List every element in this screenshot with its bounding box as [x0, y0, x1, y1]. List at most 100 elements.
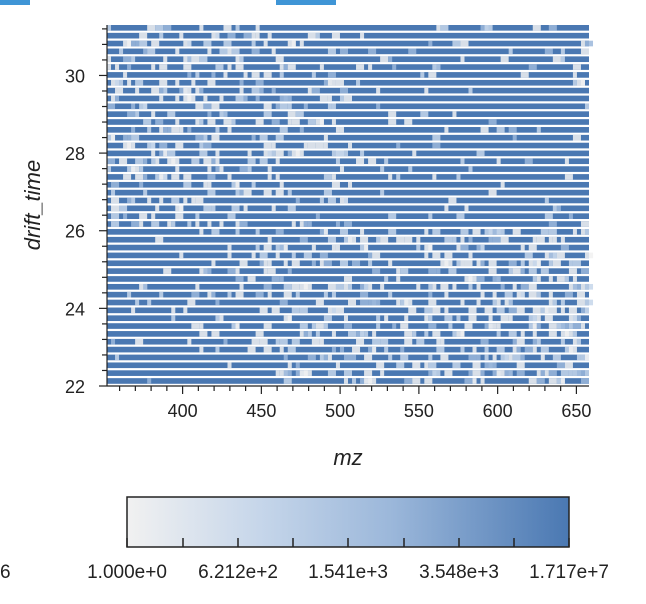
heatmap-cell — [256, 119, 264, 125]
heatmap-row — [107, 268, 589, 274]
heatmap-cell — [372, 339, 380, 345]
heatmap-cell — [248, 158, 256, 164]
heatmap-cell — [517, 347, 521, 353]
heatmap-cell — [529, 64, 537, 70]
heatmap-cell — [585, 229, 589, 235]
heatmap-cell — [215, 347, 219, 353]
heatmap-cell — [493, 292, 497, 298]
heatmap-cell — [316, 33, 320, 39]
heatmap-cell — [228, 213, 236, 219]
heatmap-row — [107, 103, 589, 109]
heatmap-cell — [416, 339, 424, 345]
heatmap-cell — [199, 323, 203, 329]
heatmap-cell — [541, 355, 545, 361]
heatmap-cell — [207, 182, 211, 188]
heatmap-row — [107, 276, 589, 282]
heatmap-cell — [408, 166, 412, 172]
heatmap-cell — [448, 323, 452, 329]
heatmap-cell — [195, 119, 199, 125]
heatmap-cell — [107, 166, 111, 172]
heatmap-cell — [352, 260, 360, 266]
heatmap-cell — [348, 284, 352, 290]
heatmap-cell — [444, 237, 452, 243]
heatmap-cell — [135, 111, 139, 117]
heatmap-cell — [127, 198, 131, 204]
heatmap-cell — [328, 96, 332, 102]
heatmap-cell — [272, 308, 280, 314]
heatmap-cell — [195, 198, 203, 204]
heatmap-cell — [585, 41, 593, 47]
heatmap-cell — [252, 88, 260, 94]
heatmap-cell — [400, 355, 408, 361]
heatmap-cell — [268, 174, 272, 180]
colorbar-tick-label: 1.000e+0 — [87, 562, 167, 584]
heatmap-cell — [151, 221, 159, 227]
heatmap-cell — [300, 41, 304, 47]
heatmap-cell — [256, 229, 260, 235]
heatmap-cell — [533, 276, 537, 282]
heatmap-cell — [163, 268, 171, 274]
heatmap-cell — [408, 49, 416, 55]
heatmap-cell — [147, 378, 151, 384]
heatmap-cell — [207, 292, 211, 298]
heatmap-cell — [207, 221, 211, 227]
heatmap-cell — [529, 292, 537, 298]
heatmap-cell — [344, 315, 348, 321]
heatmap-cell — [368, 253, 372, 259]
heatmap-row — [107, 245, 589, 251]
x-tick-label: 450 — [246, 401, 276, 421]
heatmap-cell — [135, 41, 139, 47]
heatmap-cell — [203, 206, 211, 212]
heatmap-cell — [424, 331, 428, 337]
heatmap-cell — [284, 245, 288, 251]
heatmap-cell — [444, 308, 448, 314]
heatmap-cell — [183, 308, 187, 314]
heatmap-cell — [388, 119, 396, 125]
heatmap-cell — [352, 355, 356, 361]
heatmap-row — [107, 190, 589, 196]
heatmap-cell — [340, 151, 348, 157]
heatmap-cell — [541, 268, 549, 274]
heatmap-cell — [324, 143, 328, 149]
heatmap-cell — [223, 72, 227, 78]
heatmap-row — [107, 80, 589, 86]
heatmap-cell — [252, 49, 260, 55]
heatmap-row — [107, 237, 589, 243]
heatmap-cell — [308, 88, 312, 94]
heatmap-cell — [372, 300, 380, 306]
heatmap-cell — [416, 284, 420, 290]
heatmap-cell — [456, 315, 460, 321]
heatmap-cell — [348, 300, 356, 306]
heatmap-cell — [585, 284, 593, 290]
heatmap-cell — [509, 331, 517, 337]
heatmap-cell — [171, 174, 179, 180]
heatmap-cell — [187, 127, 191, 133]
heatmap-cell — [489, 268, 497, 274]
heatmap-cell — [240, 260, 248, 266]
heatmap-cell — [428, 213, 432, 219]
heatmap-cell — [521, 260, 525, 266]
heatmap-cell — [268, 292, 272, 298]
heatmap-cell — [336, 245, 340, 251]
heatmap-cell — [215, 300, 219, 306]
heatmap-cell — [545, 213, 553, 219]
heatmap-cell — [533, 339, 537, 345]
heatmap-cell — [332, 292, 336, 298]
heatmap-cell — [456, 213, 464, 219]
heatmap-cell — [143, 103, 147, 109]
heatmap-cell — [537, 127, 541, 133]
heatmap-cell — [380, 339, 388, 345]
heatmap-cell — [521, 245, 525, 251]
heatmap-cell — [320, 64, 324, 70]
heatmap-cell — [219, 221, 223, 227]
heatmap-cell — [151, 213, 155, 219]
heatmap-row-band — [107, 103, 589, 109]
heatmap-cell — [460, 41, 468, 47]
heatmap-cell — [569, 323, 573, 329]
heatmap-cell — [236, 268, 240, 274]
heatmap-cell — [537, 292, 541, 298]
heatmap-cell — [236, 190, 240, 196]
heatmap-cell — [497, 300, 501, 306]
heatmap-cell — [264, 260, 268, 266]
heatmap-cell — [151, 41, 159, 47]
